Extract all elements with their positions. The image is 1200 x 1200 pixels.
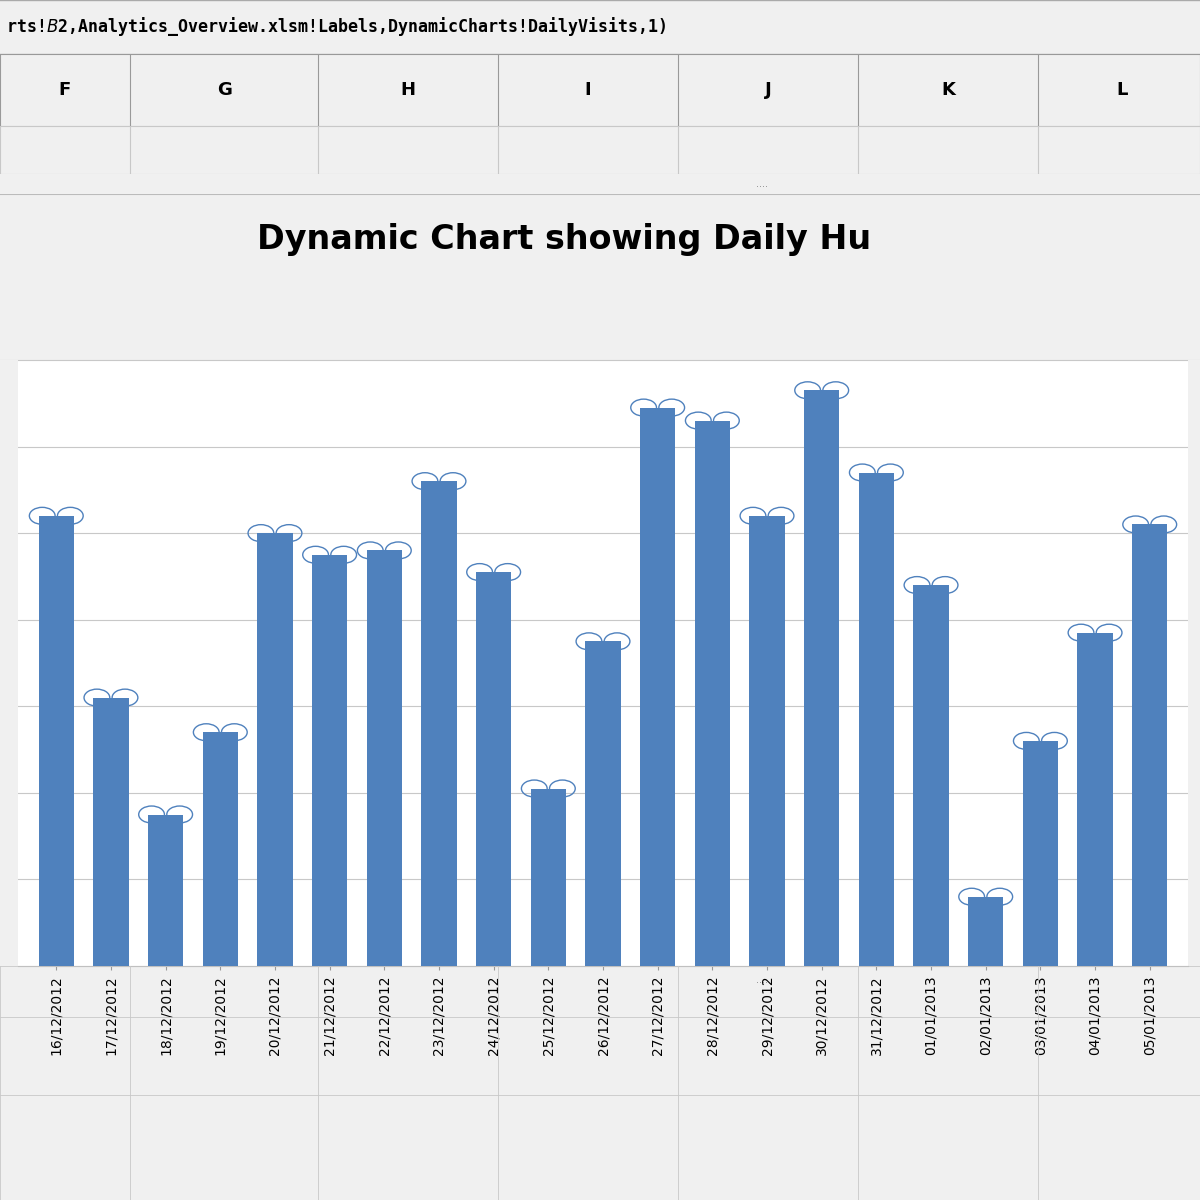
Text: K: K (941, 80, 955, 98)
Text: ....: .... (756, 976, 768, 985)
Bar (968, 896, 1003, 966)
Bar (804, 390, 840, 966)
Bar (38, 516, 74, 966)
Bar (203, 732, 238, 966)
Bar (1022, 740, 1058, 966)
Bar (421, 481, 457, 966)
Bar (148, 815, 184, 966)
Bar (913, 586, 949, 966)
Bar (476, 572, 511, 966)
Bar (695, 420, 730, 966)
Text: L: L (1116, 80, 1128, 98)
Text: rts!$B$2,Analytics_Overview.xlsm!Labels,DynamicCharts!DailyVisits,1): rts!$B$2,Analytics_Overview.xlsm!Labels,… (6, 16, 667, 38)
Bar (749, 516, 785, 966)
Text: Dynamic Chart showing Daily Hu: Dynamic Chart showing Daily Hu (257, 223, 871, 256)
Bar (530, 788, 566, 966)
Bar (366, 551, 402, 966)
Bar (257, 533, 293, 966)
Text: J: J (764, 80, 772, 98)
Bar (586, 641, 620, 966)
Text: G: G (217, 80, 232, 98)
Text: H: H (401, 80, 415, 98)
Bar (94, 697, 128, 966)
Text: F: F (59, 80, 71, 98)
Text: ....: .... (756, 179, 768, 190)
Bar (858, 473, 894, 966)
Bar (1132, 524, 1168, 966)
Bar (312, 554, 348, 966)
Bar (640, 408, 676, 966)
Bar (1078, 632, 1112, 966)
Text: I: I (584, 80, 592, 98)
